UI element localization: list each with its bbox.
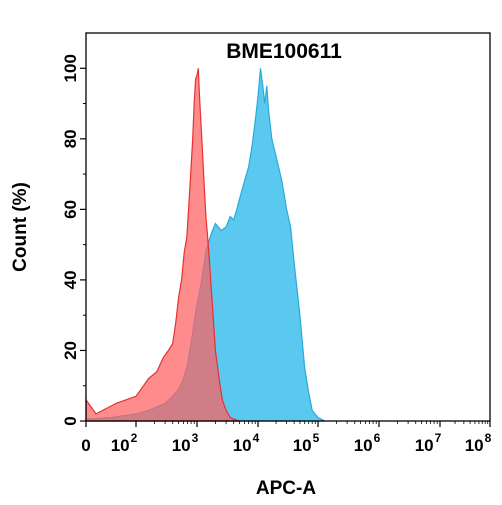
plot-area: 0 20 40 60 80 100 0 102 103 104 105 106 107 108 — [61, 32, 492, 455]
x-tick-label: 104 — [233, 431, 260, 455]
y-axis-ticks: 0 20 40 60 80 100 — [61, 54, 86, 426]
y-tick-label: 20 — [61, 341, 80, 360]
y-tick-label: 40 — [61, 270, 80, 289]
y-tick-label: 100 — [61, 54, 80, 82]
series-area-1 — [85, 68, 240, 422]
x-tick-label: 108 — [465, 431, 492, 455]
x-tick-label: 105 — [293, 431, 320, 455]
x-tick-label: 106 — [354, 431, 381, 455]
y-tick-label: 60 — [61, 200, 80, 219]
plot-frame — [85, 32, 491, 422]
y-tick-label: 0 — [61, 416, 80, 425]
series-layer — [85, 68, 326, 422]
x-axis-label: APC-A — [256, 478, 316, 499]
x-axis-ticks: 0 102 103 104 105 106 107 108 — [81, 421, 492, 455]
x-tick-label: 103 — [172, 431, 199, 455]
chart-title: BME100611 — [226, 40, 342, 63]
y-axis-label: Count (%) — [10, 182, 31, 272]
x-tick-label: 102 — [111, 431, 138, 455]
x-tick-label: 0 — [81, 436, 90, 455]
y-tick-label: 80 — [61, 129, 80, 148]
x-tick-label: 107 — [415, 431, 442, 455]
